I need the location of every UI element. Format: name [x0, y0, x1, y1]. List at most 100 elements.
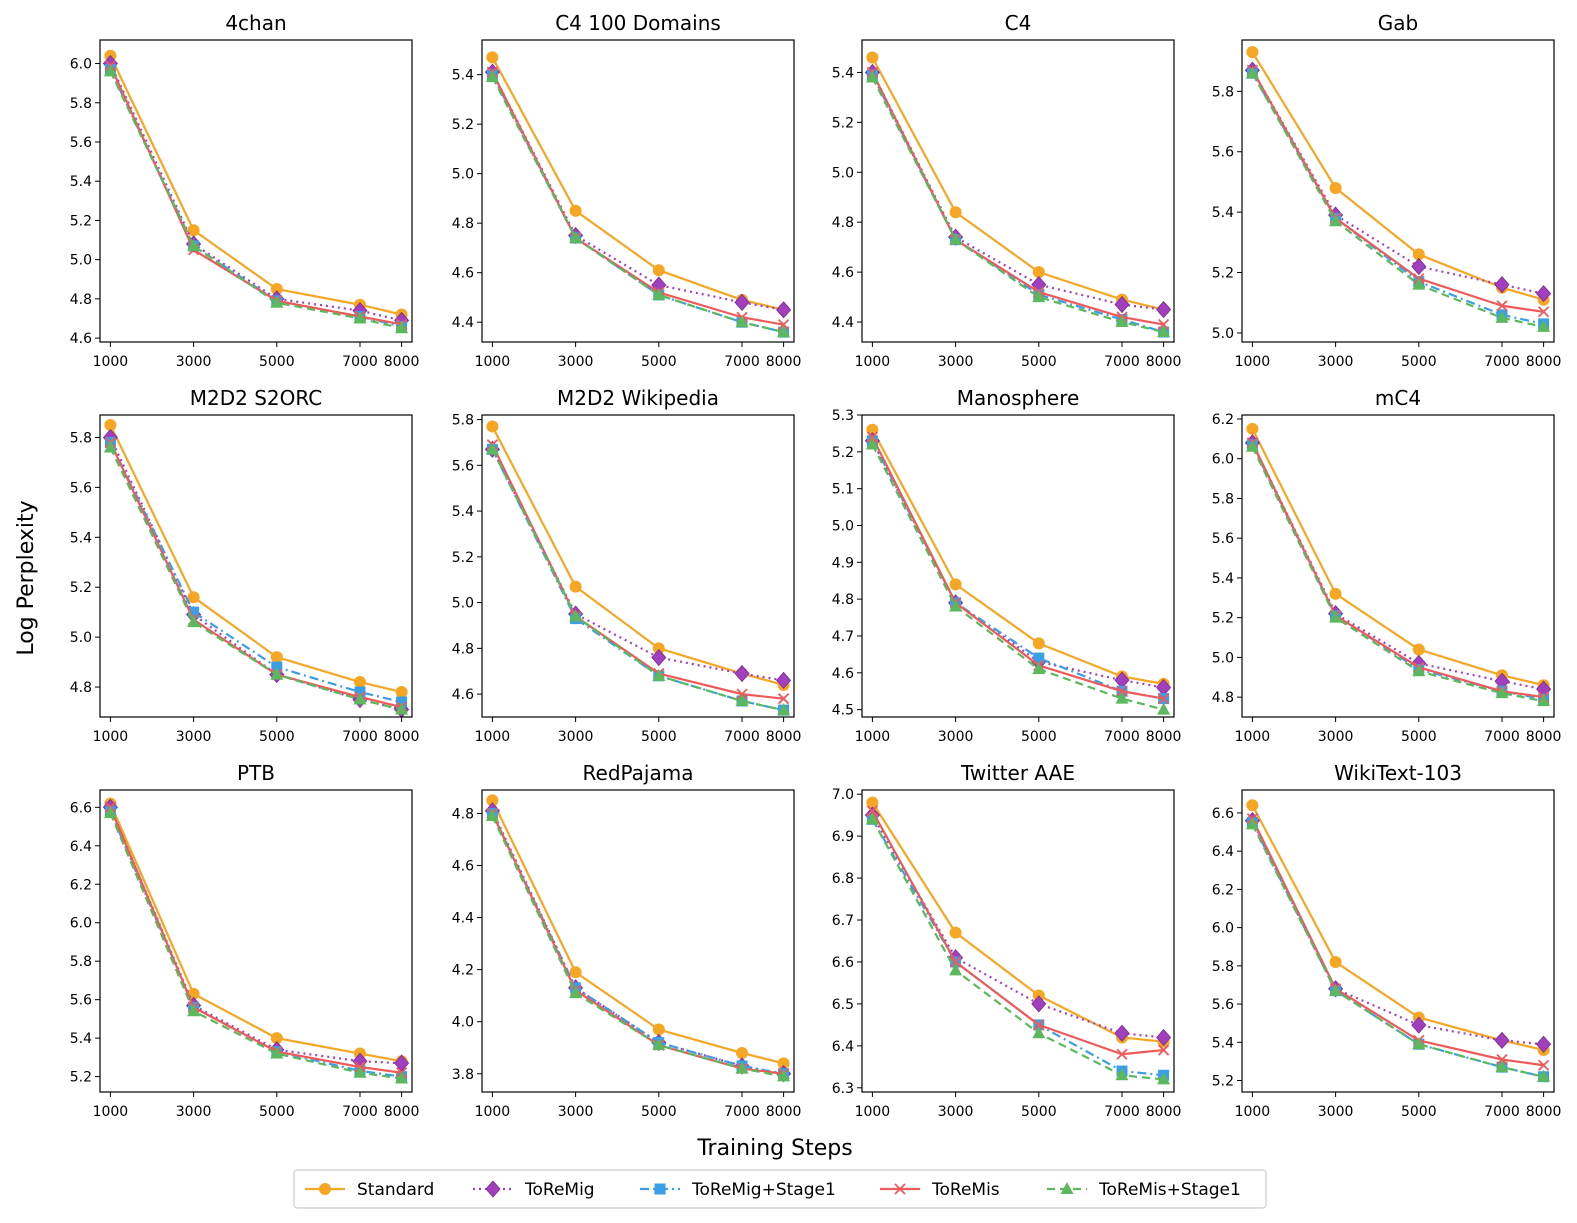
y-tick-label: 6.7 — [832, 913, 854, 929]
panel-c4: C4 1000 3000 5000 7000 8000 4.4 4.6 4.8 5.0 5.2 5.4 — [832, 11, 1182, 370]
data-point — [1032, 1026, 1046, 1039]
plot-frame — [861, 39, 1175, 343]
x-tick-label: 3000 — [938, 729, 974, 745]
data-point — [652, 1023, 665, 1036]
data-point — [271, 661, 283, 673]
series-toremig-stage1 — [104, 436, 408, 708]
series-line — [871, 76, 1164, 334]
y-tick-label: 5.0 — [832, 518, 854, 534]
data-point — [353, 692, 367, 705]
data-point — [103, 806, 117, 819]
series-line — [871, 440, 1164, 700]
legend-marker — [654, 1183, 666, 1195]
data-point — [949, 599, 963, 612]
series-toremis — [104, 436, 408, 713]
data-point — [485, 70, 499, 83]
data-point — [1157, 325, 1171, 338]
data-point — [865, 70, 879, 83]
y-tick-label: 4.8 — [452, 641, 474, 657]
x-axis-label: Training Steps — [696, 1136, 852, 1161]
x-tick-label: 5000 — [1401, 729, 1437, 745]
series-standard — [1246, 799, 1550, 1056]
y-tick-label: 5.2 — [70, 580, 92, 596]
x-tick-label: 5000 — [641, 1104, 677, 1120]
series-line — [109, 63, 402, 322]
plot-frame — [861, 414, 1175, 718]
data-point — [866, 51, 879, 64]
y-tick-label: 5.8 — [1212, 84, 1234, 100]
x-tick-label: 8000 — [384, 1104, 420, 1120]
y-tick-label: 4.6 — [832, 666, 854, 682]
x-tick-label: 1000 — [93, 729, 129, 745]
data-point — [866, 423, 879, 436]
series-line — [109, 446, 402, 711]
series-line — [871, 71, 1164, 311]
data-point — [1495, 1060, 1509, 1073]
data-point — [949, 232, 963, 245]
y-tick-label: 4.6 — [832, 265, 854, 281]
series-line — [1251, 823, 1544, 1078]
series-line — [109, 806, 402, 1074]
series-toremig-stage1 — [1246, 439, 1550, 705]
panel-4chan: 4chan 1000 3000 5000 7000 8000 4.6 4.8 5.0 5.2 5.4… — [70, 11, 420, 370]
data-point — [569, 580, 582, 593]
y-tick-label: 6.2 — [1212, 882, 1234, 898]
y-tick-label: 3.8 — [452, 1067, 474, 1083]
data-point — [486, 51, 499, 64]
x-tick-label: 1000 — [1235, 354, 1271, 370]
series-toremis — [866, 66, 1170, 331]
data-point — [1496, 1053, 1508, 1066]
y-tick-label: 6.0 — [70, 916, 92, 932]
series-line — [871, 429, 1164, 685]
y-tick-label: 5.4 — [70, 530, 92, 546]
data-point — [1495, 310, 1509, 323]
x-tick-label: 3000 — [558, 729, 594, 745]
data-point — [949, 206, 962, 219]
y-tick-label: 6.6 — [70, 800, 92, 816]
series-line — [491, 76, 784, 334]
panel-mc4: mC4 1000 3000 5000 7000 8000 4.8 5.0 5.2 5.4 5.6 5.… — [1212, 386, 1562, 745]
series-toremig-stage1 — [486, 807, 790, 1080]
x-tick-label: 1000 — [475, 729, 511, 745]
x-tick-label: 8000 — [1526, 354, 1562, 370]
data-point — [1329, 214, 1343, 227]
data-point — [1537, 319, 1551, 332]
data-point — [777, 703, 791, 716]
series-toremis — [104, 59, 408, 330]
y-tick-label: 5.8 — [1212, 491, 1234, 507]
series-toremig — [484, 802, 792, 1083]
data-point — [569, 231, 583, 244]
series-line — [871, 814, 1164, 1039]
data-point — [1245, 66, 1259, 79]
data-point — [270, 651, 283, 664]
x-tick-label: 8000 — [1146, 354, 1182, 370]
y-tick-label: 4.4 — [832, 315, 854, 331]
data-point — [1329, 983, 1343, 996]
series-line — [109, 806, 402, 1065]
data-point — [395, 1071, 409, 1084]
series-line — [871, 74, 1164, 334]
data-point — [1494, 276, 1510, 294]
data-point — [1116, 1048, 1128, 1060]
x-tick-label: 7000 — [342, 729, 378, 745]
x-tick-label: 1000 — [475, 354, 511, 370]
data-point — [1329, 181, 1342, 194]
data-point — [1033, 652, 1045, 664]
y-tick-label: 5.6 — [70, 993, 92, 1009]
plot-frame — [1241, 414, 1555, 718]
y-tick-label: 4.8 — [452, 216, 474, 232]
series-line — [109, 812, 402, 1080]
data-point — [1157, 692, 1170, 705]
legend-frame — [293, 1169, 1267, 1209]
y-tick-label: 5.4 — [452, 504, 474, 520]
data-point — [1114, 295, 1130, 314]
x-tick-label: 3000 — [1318, 1104, 1354, 1120]
panel-title: 4chan — [225, 11, 286, 35]
data-point — [652, 264, 665, 277]
panel-title: C4 100 Domains — [555, 11, 721, 35]
x-tick-label: 5000 — [259, 1104, 295, 1120]
series-toremis — [486, 439, 790, 705]
y-tick-label: 4.0 — [452, 1015, 474, 1031]
series-standard — [104, 797, 408, 1068]
series-line — [871, 56, 1164, 311]
